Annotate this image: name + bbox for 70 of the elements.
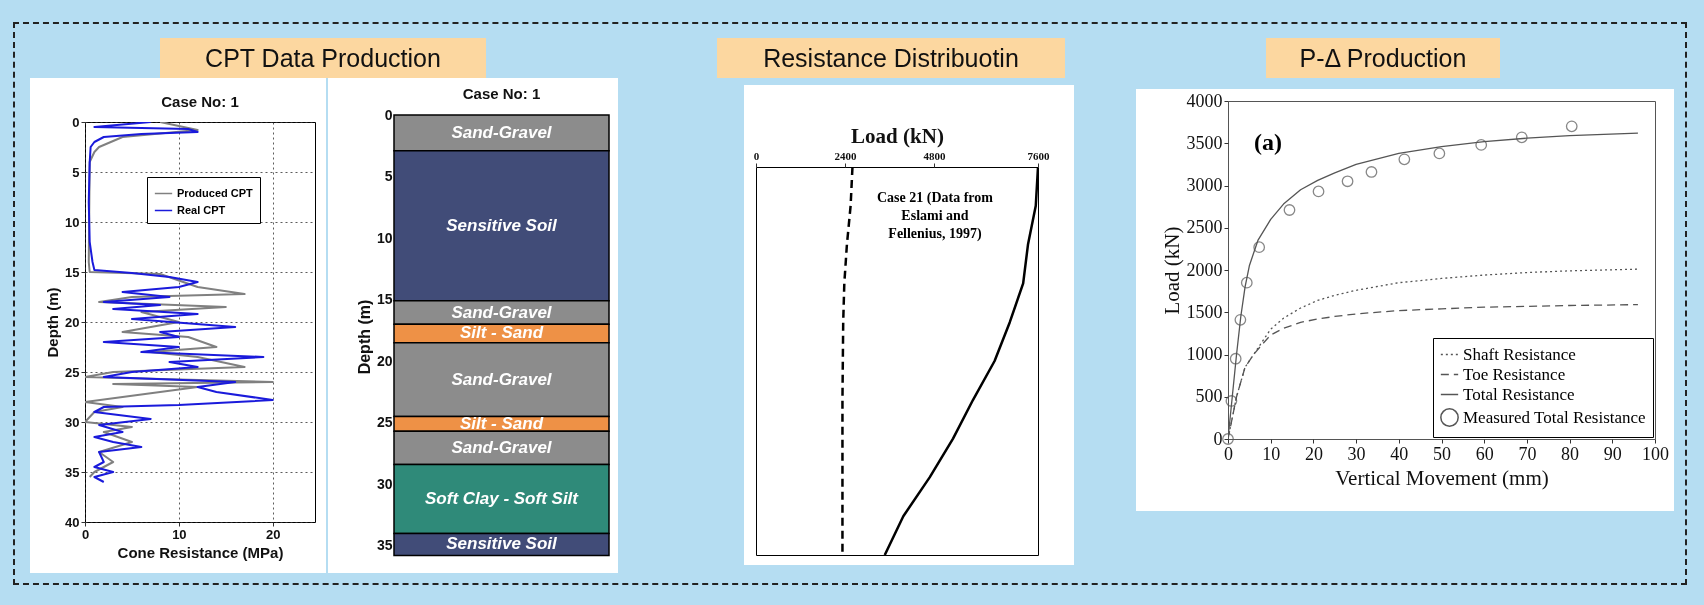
y-tick-label: 20: [376, 352, 393, 369]
legend-label: Measured Total Resistance: [1463, 407, 1646, 427]
y-tick-label: 25: [65, 364, 80, 380]
y-tick-label: 3000: [1186, 175, 1223, 195]
series-label: Silt - Sand: [459, 413, 544, 433]
x-axis-title: Vertical Movement (mm): [1335, 465, 1549, 490]
y-tick-label: 5: [384, 168, 393, 185]
x-tick-label: 20: [1304, 443, 1323, 464]
x-tick-label: 7600: [1027, 149, 1050, 162]
y-axis-title: Load (kN): [1159, 226, 1184, 315]
series-label: Silt - Sand: [459, 323, 544, 343]
y-tick-label: 1000: [1186, 344, 1223, 364]
x-tick-label: 90: [1603, 443, 1622, 464]
y-tick-label: 0: [1213, 428, 1223, 449]
x-tick-label: 80: [1561, 443, 1580, 464]
series-label: Sensitive Soil: [446, 534, 559, 554]
x-tick-label: 40: [1390, 443, 1409, 464]
chart-title: CPT Data Production: [160, 38, 486, 78]
y-tick-label: 10: [65, 214, 80, 230]
y-axis-title: Depth (m): [44, 287, 62, 358]
legend-label: Real CPT: [177, 203, 226, 216]
y-tick-label: 40: [65, 514, 80, 530]
y-tick-label: 3500: [1186, 132, 1223, 153]
x-tick-label: 60: [1475, 443, 1494, 464]
y-tick-label: 5: [72, 164, 80, 180]
y-tick-label: 25: [376, 414, 393, 431]
legend-label: Toe Resistance: [1463, 364, 1566, 384]
y-tick-label: 15: [376, 291, 393, 308]
legend-label: Produced CPT: [177, 186, 254, 199]
y-tick-label: 0: [384, 106, 393, 123]
y-tick-label: 35: [65, 464, 80, 480]
x-tick-label: 4800: [923, 149, 947, 162]
series-label: Sand-Gravel: [451, 302, 553, 322]
y-tick-label: 0: [72, 114, 80, 130]
y-tick-label: 30: [65, 414, 80, 430]
chart-title: P-Δ Production: [1266, 38, 1500, 78]
annotation: (a): [1254, 129, 1282, 155]
y-tick-label: 20: [65, 314, 80, 330]
x-tick-label: 2400: [834, 149, 858, 162]
x-tick-label: 70: [1518, 443, 1537, 464]
legend-label: Shaft Resistance: [1463, 344, 1576, 364]
chart-title: Case No: 1: [462, 85, 541, 102]
y-tick-label: 2000: [1186, 259, 1223, 280]
series-label: Sand-Gravel: [451, 437, 553, 457]
y-axis-title: Depth (m): [355, 299, 373, 375]
x-tick-label: 50: [1433, 443, 1451, 464]
x-tick-label: 10: [1262, 443, 1281, 464]
series-label: Sand-Gravel: [451, 369, 553, 389]
x-tick-label: 0: [753, 149, 760, 162]
y-tick-label: 10: [376, 229, 393, 246]
x-tick-label: 100: [1642, 443, 1669, 464]
legend-label: Total Resistance: [1463, 384, 1575, 404]
x-axis-title: Cone Resistance (MPa): [117, 543, 284, 561]
x-tick-label: 30: [1347, 443, 1366, 464]
x-axis-title: Load (kN): [851, 123, 944, 148]
y-tick-label: 35: [376, 537, 393, 554]
y-tick-label: 2500: [1186, 217, 1223, 238]
y-tick-label: 500: [1195, 386, 1223, 407]
chart-title: Resistance Distribuotin: [717, 38, 1065, 78]
chart-subtitle: Case No: 1: [161, 93, 239, 110]
series-label: Soft Clay - Soft Silt: [425, 488, 580, 508]
y-tick-label: 15: [65, 264, 80, 280]
x-tick-label: 20: [266, 526, 281, 542]
series-label: Sensitive Soil: [446, 215, 559, 235]
annotation: Case 21 (Data from Eslami and Fellenius, 1997): [877, 190, 994, 243]
y-tick-label: 4000: [1186, 90, 1223, 111]
y-tick-label: 1500: [1186, 301, 1223, 322]
series-label: Sand-Gravel: [451, 122, 553, 142]
y-tick-label: 30: [376, 475, 393, 492]
x-tick-label: 10: [172, 526, 187, 542]
